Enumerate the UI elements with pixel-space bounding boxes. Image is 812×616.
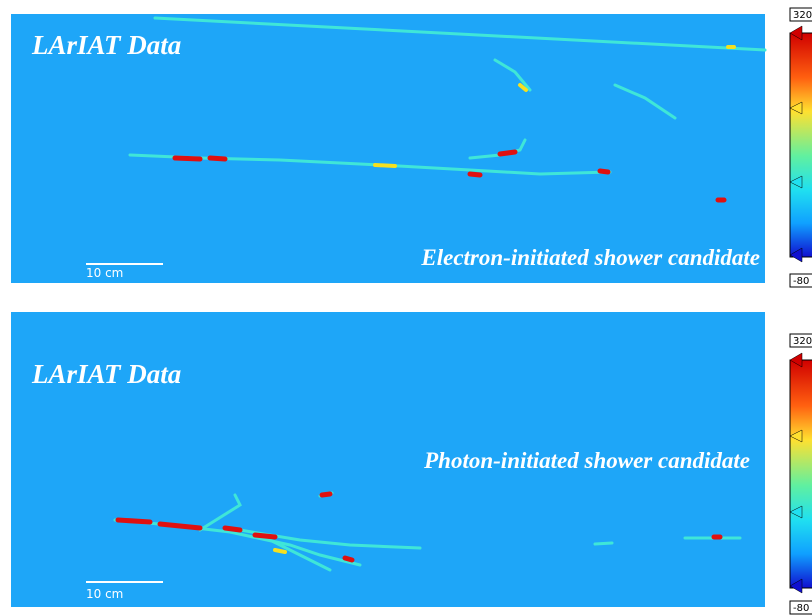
colorbar-max: 320: [793, 10, 812, 21]
colorbar: [790, 360, 812, 588]
colorbar-min: -80: [793, 276, 809, 287]
scale-label: 10 cm: [86, 266, 123, 280]
page: LArIAT Data Electron-initiated shower ca…: [0, 0, 812, 616]
panel-caption: Electron-initiated shower candidate: [420, 245, 760, 270]
event-display: LArIAT Data Electron-initiated shower ca…: [0, 0, 812, 616]
colorbar-min: -80: [793, 603, 809, 614]
panel: LArIAT Data Photon-initiated shower cand…: [11, 312, 812, 614]
panel: LArIAT Data Electron-initiated shower ca…: [11, 8, 812, 287]
panel-title: LArIAT Data: [31, 359, 181, 389]
colorbar-max: 320: [793, 336, 812, 347]
panel-title: LArIAT Data: [31, 30, 181, 60]
panel-caption: Photon-initiated shower candidate: [423, 448, 750, 473]
colorbar: [790, 33, 812, 257]
scale-label: 10 cm: [86, 587, 123, 601]
